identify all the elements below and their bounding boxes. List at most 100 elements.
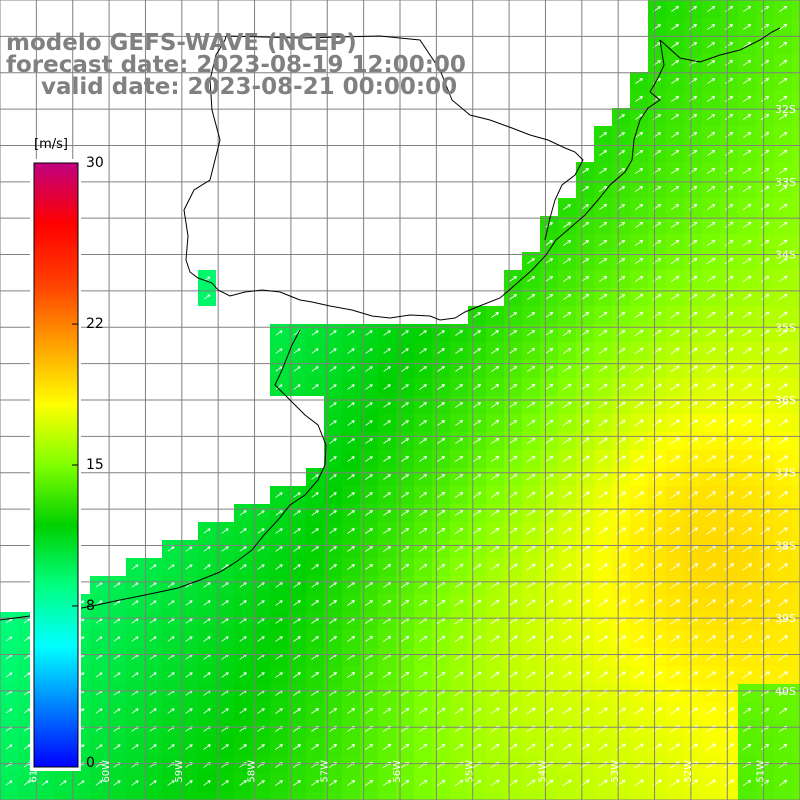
wind-arrow [760,509,771,517]
wind-arrow [724,455,734,463]
wind-arrow [437,420,445,426]
lon-label: 53W [610,760,621,783]
wind-arrow [634,509,644,517]
wind-arrow [634,204,644,210]
wind-arrow [473,330,481,336]
wind-arrow [670,419,680,427]
wind-arrow [526,419,536,427]
wind-arrow [742,293,752,301]
wind-arrow [635,114,643,120]
wind-arrow [59,780,67,786]
forecast-date: forecast date: 2023-08-19 12:00:00 [6,52,466,78]
wind-arrow [544,312,554,318]
wind-arrow [131,708,139,714]
wind-arrow [221,618,229,624]
wind-arrow [221,636,229,642]
wind-arrow [598,635,608,643]
wind-arrow [526,527,536,535]
wind-arrow [491,330,499,336]
wind-arrow [526,671,536,679]
wind-arrow [401,492,410,498]
wind-arrow [347,492,355,498]
wind-arrow [347,510,355,516]
field-cell [486,792,504,800]
wind-arrow [635,168,644,174]
wind-arrow [347,366,355,372]
wind-arrow [580,365,590,373]
wind-arrow [508,545,518,553]
wind-arrow [634,383,644,391]
wind-arrow [760,455,770,463]
wind-arrow [671,132,680,138]
wind-arrow [329,366,337,372]
wind-arrow [707,24,716,30]
wind-arrow [670,293,680,301]
wind-arrow [365,600,374,606]
wind-arrow [418,581,428,589]
wind-arrow [598,473,608,481]
lat-label: 36S [775,394,796,407]
wind-arrow [778,671,788,679]
wind-arrow [149,618,157,624]
wind-arrow [401,528,410,534]
wind-arrow [724,599,735,607]
wind-arrow [311,528,319,534]
wind-arrow [778,257,788,265]
wind-arrow [239,528,247,534]
wind-arrow [508,419,518,427]
wind-arrow [706,599,717,607]
wind-arrow [167,636,175,642]
field-cell [792,108,800,126]
wind-arrow [706,329,716,337]
wind-arrow [778,275,788,283]
wind-arrow [634,239,644,247]
wind-arrow [203,294,211,300]
wind-arrow [742,437,752,445]
wind-arrow [490,509,500,517]
wind-arrow [598,419,608,427]
field-cell [684,792,702,800]
wind-arrow [527,294,536,300]
wind-arrow [311,492,319,498]
wind-arrow [634,635,644,643]
wind-arrow [778,743,788,751]
wind-arrow [562,635,572,643]
wind-arrow [77,780,85,786]
wind-arrow [418,635,428,643]
wind-arrow [329,600,337,606]
wind-arrow [455,402,464,408]
wind-arrow [544,563,554,571]
wind-arrow [311,546,319,552]
wind-arrow [383,492,391,498]
field-cell [792,288,800,306]
wind-arrow [113,708,121,714]
wind-arrow [634,473,644,481]
field-cell [792,54,800,72]
wind-arrow [203,528,211,534]
wind-arrow [760,203,770,211]
wind-arrow [275,528,283,534]
wind-arrow [544,329,554,337]
wind-arrow [778,95,788,103]
lat-label: 34S [775,249,796,262]
wind-arrow [454,671,464,679]
wind-arrow [562,545,572,553]
wind-arrow [778,221,788,229]
wind-arrow [778,203,788,211]
field-cell [450,792,468,800]
axis-labels: 32S 33S 34S 35S 36S 37S 38S 39S 40S 61W 60W 59W 58W 5… [28,103,796,783]
field-cell [792,540,800,558]
lat-label: 37S [775,467,796,480]
field-cell [558,792,576,800]
wind-arrow [634,563,644,571]
wind-arrow [598,293,608,301]
wind-arrow [490,671,500,679]
wind-arrow [311,474,319,480]
wind-arrow [526,455,536,463]
wind-arrow [724,419,734,427]
wind-arrow [275,582,283,588]
wind-arrow [418,707,428,715]
wind-arrow [778,383,788,391]
wind-arrow [670,329,680,337]
